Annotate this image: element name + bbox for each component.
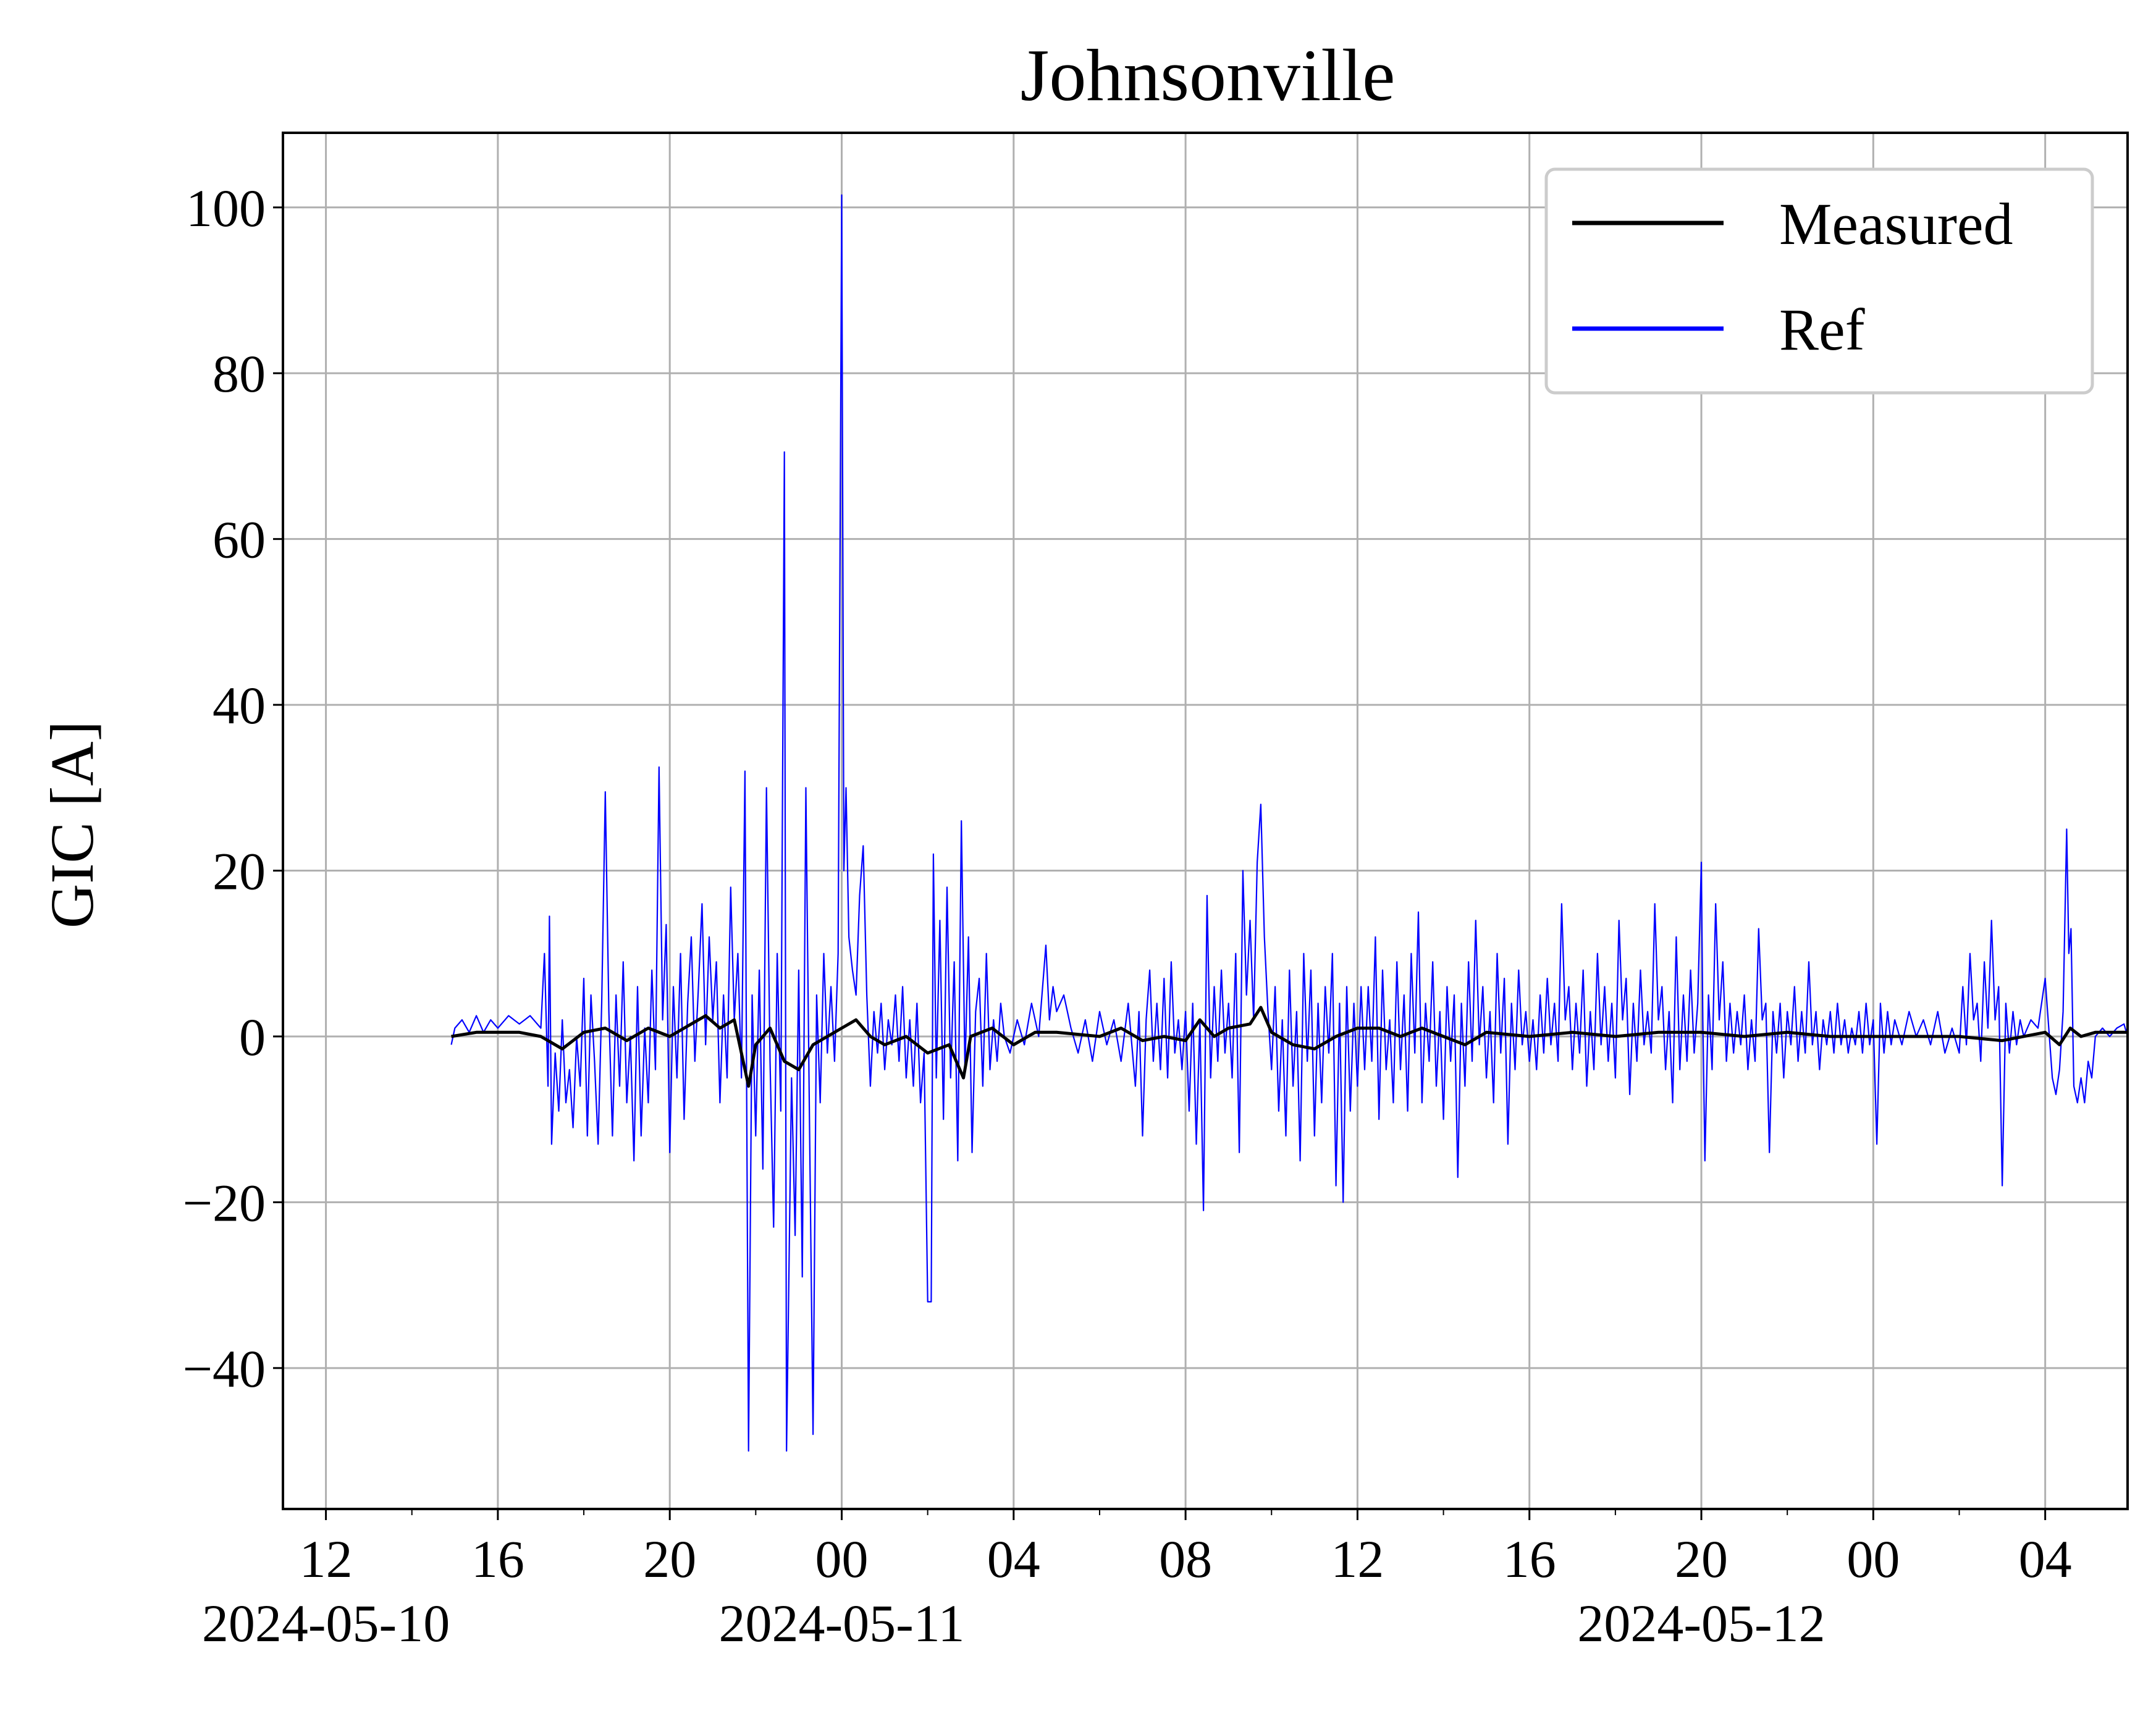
legend-label-ref: Ref [1779, 296, 1865, 363]
series-line-measured [451, 1006, 2128, 1088]
x-tick-label: 20 [643, 1529, 696, 1589]
x-tick-label: 08 [1159, 1529, 1212, 1589]
x-tick-label: 16 [471, 1529, 524, 1589]
x-tick-label: 20 [1675, 1529, 1728, 1589]
x-date-label: 2024-05-11 [718, 1594, 964, 1653]
y-tick-label: 80 [213, 344, 266, 403]
legend: Measured Ref [1544, 167, 2094, 395]
y-axis: −40 −20 0 20 40 60 80 100 [182, 179, 283, 1398]
y-tick-label: 20 [213, 842, 266, 901]
y-tick-label: 0 [239, 1007, 266, 1067]
y-tick-label: 100 [186, 179, 266, 238]
series-lines [450, 194, 2129, 1452]
x-date-label: 2024-05-12 [1577, 1594, 1825, 1653]
y-tick-label: 60 [213, 510, 266, 569]
x-date-label: 2024-05-10 [202, 1594, 450, 1653]
x-tick-label: 00 [815, 1529, 868, 1589]
x-tick-label: 00 [1846, 1529, 1900, 1589]
legend-label-measured: Measured [1779, 191, 2013, 257]
y-tick-label: −40 [182, 1339, 266, 1398]
series-line-ref [450, 194, 2129, 1452]
chart-title: Johnsonville [1021, 34, 1396, 116]
x-tick-label: 04 [987, 1529, 1040, 1589]
x-tick-label: 04 [2019, 1529, 2072, 1589]
y-tick-label: 40 [213, 676, 266, 735]
x-tick-label: 12 [300, 1529, 353, 1589]
y-axis-label: GIC [A] [38, 721, 106, 928]
plot-frame [282, 132, 2129, 1510]
x-tick-label: 16 [1503, 1529, 1556, 1589]
y-tick-label: −20 [182, 1173, 266, 1232]
x-tick-label: 12 [1331, 1529, 1384, 1589]
